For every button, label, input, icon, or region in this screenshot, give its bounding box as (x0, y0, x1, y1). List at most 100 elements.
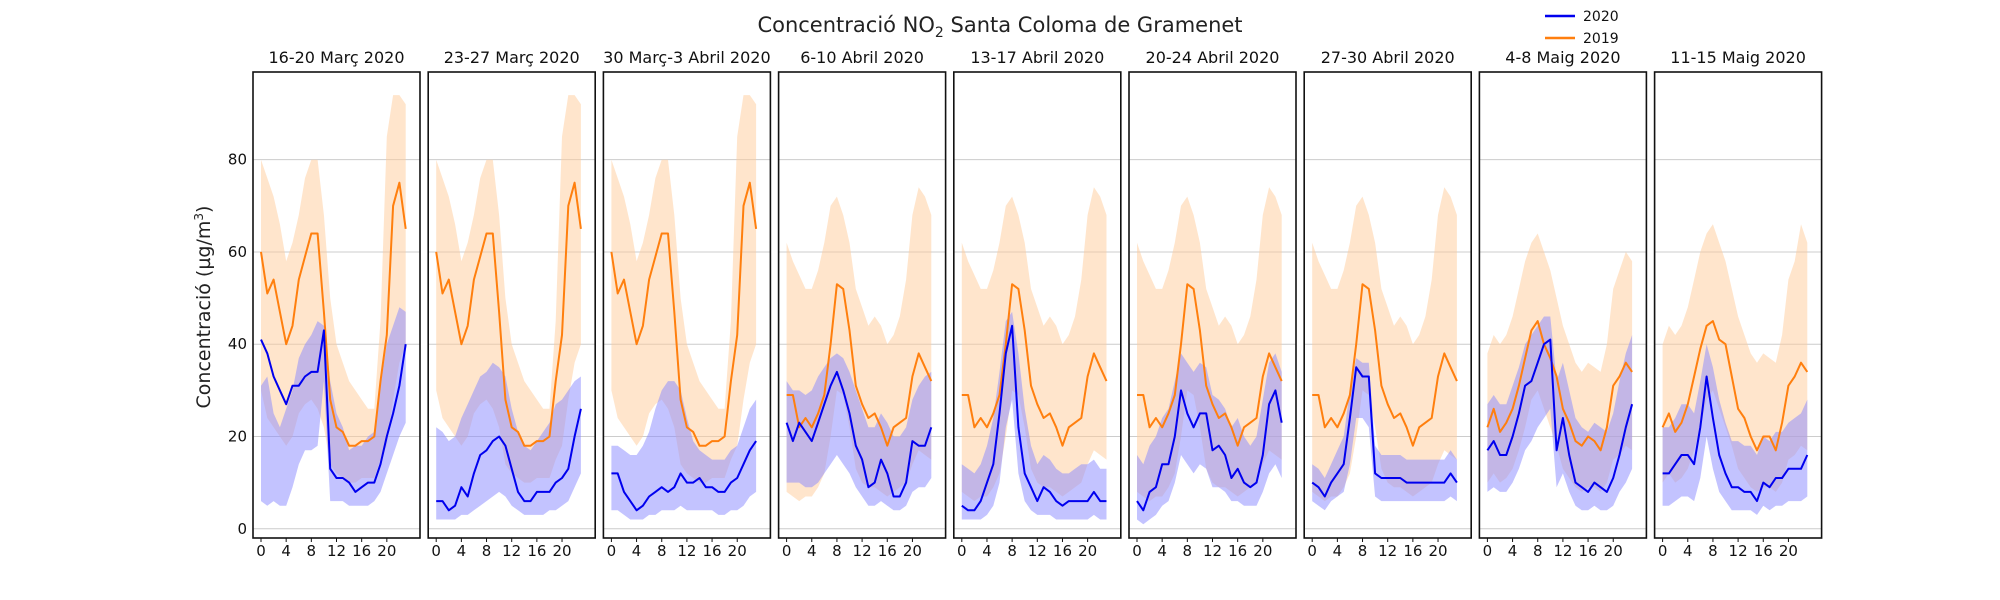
y-axis-label-superscript: 3 (192, 213, 206, 221)
panel: 30 Març-3 Abril 2020 0 4 8 12 16 20 (602, 48, 772, 560)
y-axis-label: Concentració (µg/m3) (192, 206, 215, 409)
series-2020-line (1136, 389, 1283, 512)
x-tick-label: 8 (1007, 542, 1017, 560)
legend: 2020 2019 (1545, 9, 1619, 47)
y-tick-label: 20 (228, 427, 247, 445)
panel: 11-15 Maig 2020 0 4 8 12 16 20 (1653, 48, 1823, 560)
series-2019-line (786, 283, 933, 447)
x-tick-label: 12 (1378, 542, 1397, 560)
panel: 20-24 Abril 2020 0 4 8 12 16 20 (1128, 48, 1297, 560)
panel: 6-10 Abril 2020 0 4 8 12 16 20 (777, 48, 947, 560)
x-tick-label: 20 (1604, 542, 1623, 560)
x-tick-label: 12 (853, 542, 872, 560)
x-tick-label: 12 (1553, 542, 1572, 560)
series-2020-line (1311, 366, 1458, 498)
panel-title: 11-15 Maig 2020 (1670, 48, 1806, 67)
band-2020 (261, 307, 406, 506)
x-tick-label: 8 (482, 542, 492, 560)
x-tick-label: 16 (1228, 542, 1247, 560)
band-2020 (1137, 353, 1282, 525)
x-tick-label: 16 (352, 542, 371, 560)
x-tick-label: 16 (703, 542, 722, 560)
x-tick-label: 12 (502, 542, 521, 560)
panel-title: 30 Març-3 Abril 2020 (603, 48, 771, 67)
x-tick-label: 8 (1708, 542, 1718, 560)
series-2020-line (961, 324, 1107, 512)
x-tick-label: 20 (903, 542, 922, 560)
panel-title: 13-17 Abril 2020 (970, 48, 1104, 67)
x-tick-label: 20 (1078, 542, 1097, 560)
panel-title: 4-8 Maig 2020 (1505, 48, 1620, 67)
panel-title: 23-27 Març 2020 (444, 48, 580, 67)
series-2020-line (611, 440, 757, 512)
x-tick-label: 0 (1132, 542, 1142, 560)
x-tick-label: 4 (1508, 542, 1518, 560)
x-tick-label: 8 (307, 542, 317, 560)
series-2019-line (1137, 283, 1283, 447)
x-tick-label: 8 (832, 542, 842, 560)
band-2020 (961, 311, 1107, 520)
x-tick-label: 20 (1253, 542, 1272, 560)
series-2019-line (1661, 320, 1809, 452)
x-tick-label: 4 (982, 542, 992, 560)
series-2020-line (785, 370, 933, 498)
x-tick-label: 8 (1183, 542, 1193, 560)
x-tick-label: 16 (1053, 542, 1072, 560)
band-2019 (1312, 187, 1457, 502)
series-2019-line (961, 283, 1108, 447)
series-2020-line (1486, 338, 1634, 493)
panel-title: 6-10 Abril 2020 (800, 48, 924, 67)
x-tick-label: 12 (1028, 542, 1047, 560)
panel-title: 27-30 Abril 2020 (1321, 48, 1455, 67)
chart-title-main: Concentració NO (757, 13, 934, 37)
x-tick-label: 12 (327, 542, 346, 560)
x-tick-label: 16 (1403, 542, 1422, 560)
x-tick-label: 4 (1333, 542, 1343, 560)
series-2019-line (1312, 283, 1458, 447)
x-tick-label: 12 (1203, 542, 1222, 560)
x-tick-label: 12 (1729, 542, 1748, 560)
x-tick-label: 4 (1157, 542, 1167, 560)
x-tick-label: 8 (1358, 542, 1368, 560)
band-2020 (1662, 344, 1808, 515)
x-tick-label: 0 (256, 542, 266, 560)
panel: 4-8 Maig 2020 0 4 8 12 16 20 (1478, 48, 1648, 560)
series-2020-line (436, 408, 582, 512)
band-2019 (611, 95, 757, 483)
x-tick-label: 4 (807, 542, 817, 560)
y-tick-label: 80 (228, 151, 247, 169)
svg-text:Concentració (µg/m3): Concentració (µg/m3) (192, 206, 215, 409)
band-2020 (1312, 358, 1457, 511)
legend-label: 2019 (1583, 31, 1619, 47)
x-tick-label: 0 (1658, 542, 1668, 560)
x-tick-label: 20 (1779, 542, 1798, 560)
x-tick-label: 0 (782, 542, 792, 560)
legend-item: 2019 (1545, 31, 1619, 47)
series-2019-line (435, 181, 582, 447)
y-tick-label: 40 (228, 335, 247, 353)
y-axis-label-main: Concentració (µg/m (193, 221, 215, 409)
x-tick-label: 4 (281, 542, 291, 560)
chart-title: Concentració NO2 Santa Coloma de Gramene… (757, 13, 1242, 41)
x-tick-label: 16 (1754, 542, 1773, 560)
legend-item: 2020 (1545, 9, 1619, 25)
x-tick-label: 20 (552, 542, 571, 560)
x-tick-label: 4 (457, 542, 467, 560)
x-tick-label: 20 (728, 542, 747, 560)
panel: 13-17 Abril 2020 0 4 8 12 16 20 (952, 48, 1122, 560)
legend-label: 2020 (1583, 9, 1619, 25)
x-tick-label: 12 (677, 542, 696, 560)
x-tick-label: 4 (1683, 542, 1693, 560)
x-tick-label: 4 (632, 542, 642, 560)
x-tick-label: 0 (1483, 542, 1493, 560)
x-tick-label: 16 (1579, 542, 1598, 560)
x-tick-label: 0 (957, 542, 967, 560)
series-2019-line (1486, 320, 1633, 452)
y-tick-label: 60 (228, 243, 247, 261)
panel: 23-27 Març 2020 0 4 8 12 16 20 (427, 48, 597, 560)
chart-title-subscript: 2 (935, 25, 944, 41)
band-2019 (961, 187, 1107, 502)
